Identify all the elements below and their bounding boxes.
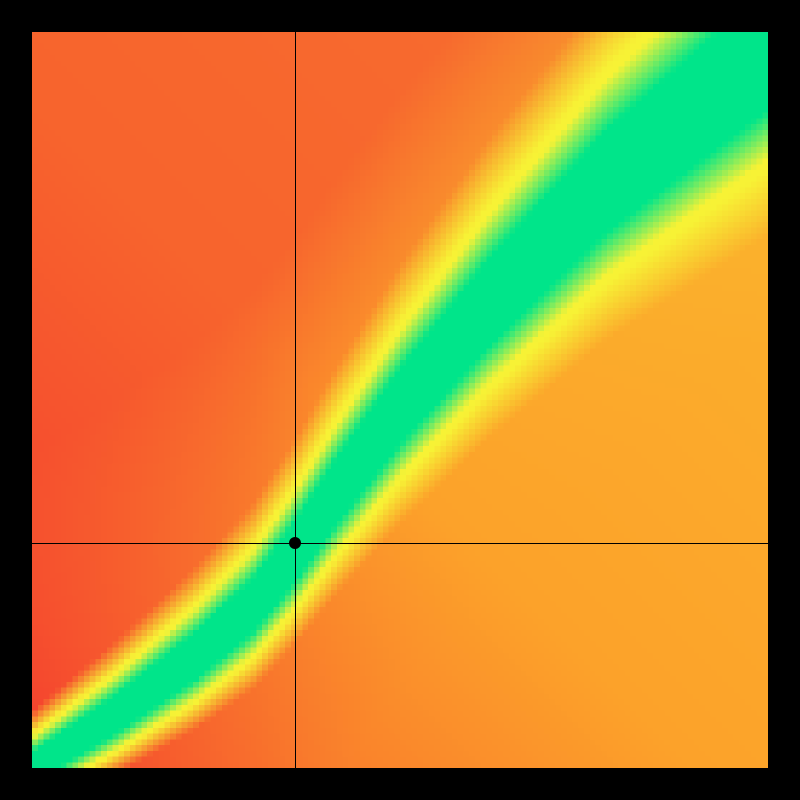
bottleneck-marker	[289, 537, 301, 549]
heatmap-canvas	[32, 32, 768, 768]
crosshair-vertical	[295, 32, 296, 768]
heatmap-area	[32, 32, 768, 768]
crosshair-horizontal	[32, 543, 768, 544]
